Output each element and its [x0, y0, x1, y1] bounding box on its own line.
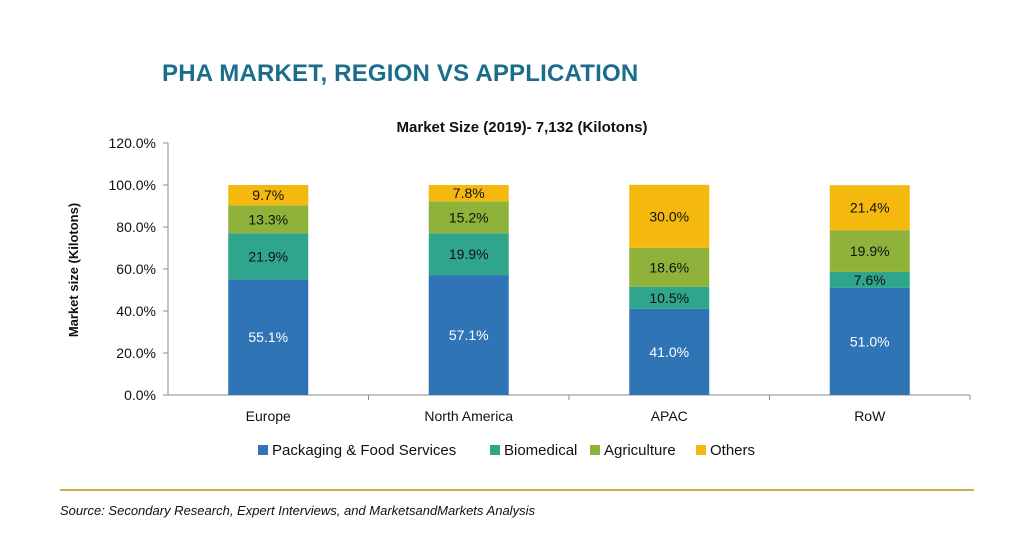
bar-segment	[228, 205, 309, 234]
legend-swatch	[590, 445, 600, 455]
bar-segment	[829, 185, 910, 231]
bar-segment	[829, 230, 910, 272]
bar-segment	[829, 287, 910, 395]
bar-segment	[829, 271, 910, 288]
bar-segment	[428, 275, 509, 395]
data-label: 19.9%	[449, 246, 489, 262]
y-tick-label: 40.0%	[116, 303, 156, 319]
data-label: 7.6%	[854, 272, 886, 288]
x-tick-label: RoW	[854, 408, 886, 424]
y-tick-label: 120.0%	[109, 135, 156, 151]
y-tick-label: 80.0%	[116, 219, 156, 235]
legend-swatch	[696, 445, 706, 455]
bar-segment	[629, 308, 710, 395]
bar-segment	[228, 279, 309, 395]
legend-entry: Packaging & Food Services	[272, 442, 456, 459]
data-label: 41.0%	[649, 344, 689, 360]
legend-swatch	[258, 445, 268, 455]
data-label: 7.8%	[453, 185, 485, 201]
data-label: 21.9%	[248, 248, 288, 264]
data-label: 30.0%	[649, 208, 689, 224]
bar-segment	[228, 185, 309, 206]
legend-entry: Others	[710, 442, 755, 459]
legend-entry: Agriculture	[604, 442, 676, 459]
y-tick-label: 100.0%	[109, 177, 156, 193]
y-tick-label: 0.0%	[124, 387, 156, 403]
data-label: 55.1%	[248, 329, 288, 345]
legend-swatch	[490, 445, 500, 455]
y-tick-label: 20.0%	[116, 345, 156, 361]
x-tick-label: North America	[424, 408, 513, 424]
legend-entry: Biomedical	[504, 442, 577, 459]
bar-segment	[629, 247, 710, 287]
data-label: 21.4%	[850, 200, 890, 216]
y-tick-label: 60.0%	[116, 261, 156, 277]
bar-segment	[629, 286, 710, 309]
y-axis-label: Market size (Kilotons)	[66, 203, 81, 337]
bar-segment	[428, 201, 509, 234]
data-label: 10.5%	[649, 290, 689, 306]
data-label: 18.6%	[649, 259, 689, 275]
data-label: 57.1%	[449, 327, 489, 343]
data-label: 9.7%	[252, 187, 284, 203]
source-divider	[60, 489, 974, 491]
chart-subtitle: Market Size (2019)- 7,132 (Kilotons)	[397, 119, 648, 136]
data-label: 51.0%	[850, 333, 890, 349]
bar-segment	[428, 185, 509, 202]
page-title: PHA MARKET, REGION VS APPLICATION	[162, 60, 639, 87]
bar-segment	[428, 233, 509, 276]
data-label: 19.9%	[850, 243, 890, 259]
x-tick-label: APAC	[651, 408, 688, 424]
data-label: 15.2%	[449, 209, 489, 225]
data-label: 13.3%	[248, 211, 288, 227]
bar-segment	[228, 233, 309, 280]
stacked-bar-chart: Market Size (2019)- 7,132 (Kilotons) Mark…	[66, 119, 971, 459]
source-note: Source: Secondary Research, Expert Inter…	[60, 503, 535, 518]
bar-segment	[629, 184, 710, 248]
x-tick-label: Europe	[246, 408, 291, 424]
